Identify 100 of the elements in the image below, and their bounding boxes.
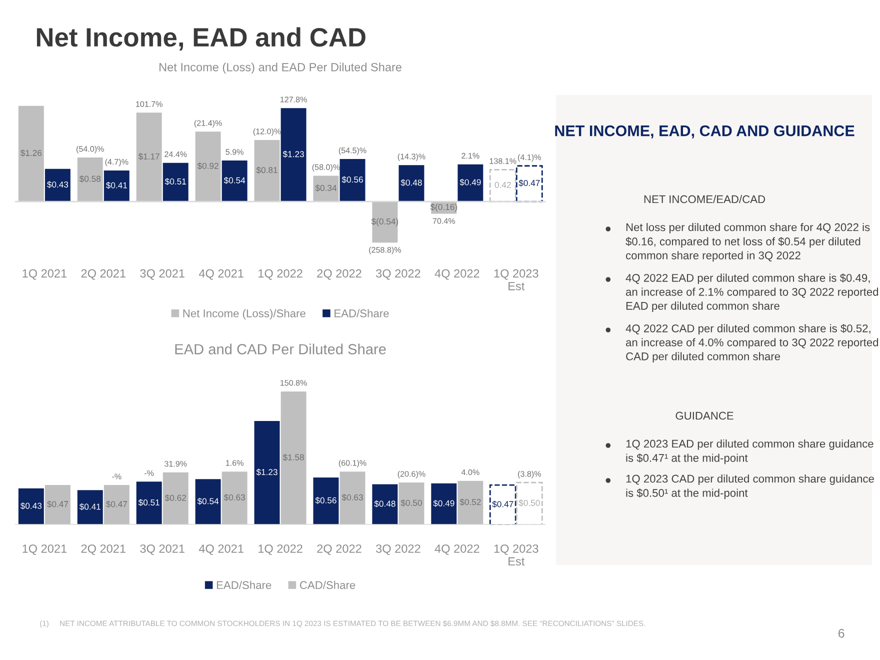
data-label: $0.81 — [256, 166, 278, 174]
annotation: (3.8)% — [518, 470, 541, 478]
legend-label: Net Income (Loss)/Share — [183, 309, 306, 320]
legend-label: CAD/Share — [300, 580, 356, 590]
bar — [458, 480, 484, 525]
data-label: $1.23 — [282, 150, 304, 158]
data-label: $0.48 — [400, 179, 422, 186]
annotation: -% — [112, 474, 122, 480]
legend-label: EAD/Share — [334, 309, 389, 318]
data-label: $0.47 — [518, 180, 540, 187]
x-tick-label: 1Q 2021 — [22, 544, 67, 555]
x-tick-label: 2Q 2022 — [317, 269, 362, 280]
bar — [162, 472, 188, 525]
chart-subtitle: Net Income (Loss) and EAD Per Diluted Share — [160, 62, 402, 74]
data-label: $0.47 — [492, 500, 514, 508]
bar — [280, 391, 306, 525]
annotation: (21.4)% — [194, 120, 222, 128]
annotation: -% — [144, 470, 154, 476]
x-tick-label: 2Q 2021 — [81, 269, 126, 280]
bar — [398, 165, 424, 202]
bar — [104, 170, 130, 202]
bar — [340, 472, 366, 525]
bar — [77, 490, 103, 525]
annotation: (14.3)% — [398, 153, 426, 161]
annotation: (20.6)% — [398, 470, 426, 478]
x-tick-label: 1Q 2023 Est — [494, 269, 538, 290]
annotation: (60.1)% — [338, 460, 366, 468]
bar — [280, 108, 306, 202]
data-label: $0.51 — [138, 499, 160, 506]
data-label: $1.17 — [138, 152, 160, 160]
bar — [313, 477, 339, 525]
data-label: $0.62 — [164, 494, 186, 502]
bar — [222, 160, 248, 202]
legend-label: EAD/Share — [216, 580, 272, 590]
bar — [254, 140, 280, 202]
data-label: $0.63 — [342, 494, 363, 501]
bar — [162, 162, 188, 202]
annotation: 2.1% — [462, 152, 480, 159]
text: 1Q 2023 EAD per diluted common share guidance is $0.47¹ at the mid-point — [626, 440, 874, 464]
x-tick-label: 3Q 2021 — [140, 544, 184, 555]
bar — [44, 485, 70, 525]
annotation: (4.7)% — [105, 158, 128, 166]
bar — [18, 488, 44, 525]
chart-title: Net Income, EAD and CAD — [36, 27, 366, 51]
annotation: (54.5)% — [338, 147, 366, 155]
data-label: $0.56 — [342, 176, 363, 184]
bar — [340, 159, 366, 202]
x-tick-label: 1Q 2021 — [22, 269, 67, 280]
data-label: $1.26 — [20, 150, 42, 157]
x-tick-label: 2Q 2021 — [81, 544, 126, 555]
data-label: $0.51 — [164, 178, 186, 186]
annotation: (258.8)% — [369, 246, 401, 254]
bar — [313, 176, 339, 202]
data-label: $0.63 — [224, 494, 245, 501]
text: GUIDANCE — [676, 412, 734, 420]
x-tick-label: 1Q 2022 — [258, 544, 302, 555]
annotation: 5.9% — [226, 149, 244, 155]
bar — [18, 106, 44, 202]
data-label: $1.23 — [256, 468, 278, 476]
x-tick-label: 4Q 2022 — [434, 544, 480, 555]
data-label: $0.54 — [197, 498, 219, 505]
annotation: 1.6% — [226, 460, 244, 466]
x-tick-label: 1Q 2022 — [258, 269, 302, 280]
data-label: $0.49 — [433, 500, 454, 507]
data-label: $0.41 — [106, 182, 128, 189]
x-tick-label: 1Q 2023 Est — [494, 544, 538, 566]
data-label: $0.92 — [197, 162, 218, 170]
chart-title: EAD and CAD Per Diluted Share — [175, 344, 386, 354]
bar — [398, 482, 424, 525]
annotation: 70.4% — [432, 218, 456, 224]
x-tick-label: 3Q 2022 — [376, 544, 420, 555]
annotation: (4.1)% — [518, 154, 541, 162]
data-label: $0.49 — [460, 178, 481, 186]
bar — [195, 132, 221, 202]
data-label: $0.34 — [315, 184, 336, 192]
annotation: 138.1% — [490, 158, 516, 164]
x-tick-label: 3Q 2022 — [376, 269, 420, 280]
bar — [104, 485, 130, 525]
text: 4Q 2022 CAD per diluted common share is $0.52, an increase of 4.0% compared to 3Q 2022 reported CAD per diluted common share — [626, 324, 878, 362]
data-label: $0.43 — [20, 502, 42, 510]
x-tick-label: 4Q 2022 — [434, 269, 480, 280]
data-label: $0.41 — [79, 503, 100, 510]
bar — [222, 472, 248, 525]
annotation: 31.9% — [164, 460, 187, 467]
annotation: 150.8% — [280, 380, 307, 386]
annotation: 24.4% — [164, 151, 187, 158]
annotation: 127.8% — [280, 96, 307, 102]
data-label: $0.48 — [374, 500, 396, 508]
data-label: $0.47 — [106, 500, 128, 508]
bar — [195, 479, 221, 525]
annotation: (54.0)% — [76, 146, 104, 154]
annotation: 4.0% — [461, 469, 480, 476]
bar — [254, 420, 280, 525]
data-label: $0.47 — [47, 500, 68, 508]
bar — [136, 112, 162, 202]
data-label: $0.52 — [460, 498, 481, 506]
bar — [372, 484, 398, 525]
data-label: $1.58 — [282, 454, 304, 461]
x-tick-label: 4Q 2021 — [198, 269, 244, 280]
bar — [136, 482, 162, 525]
